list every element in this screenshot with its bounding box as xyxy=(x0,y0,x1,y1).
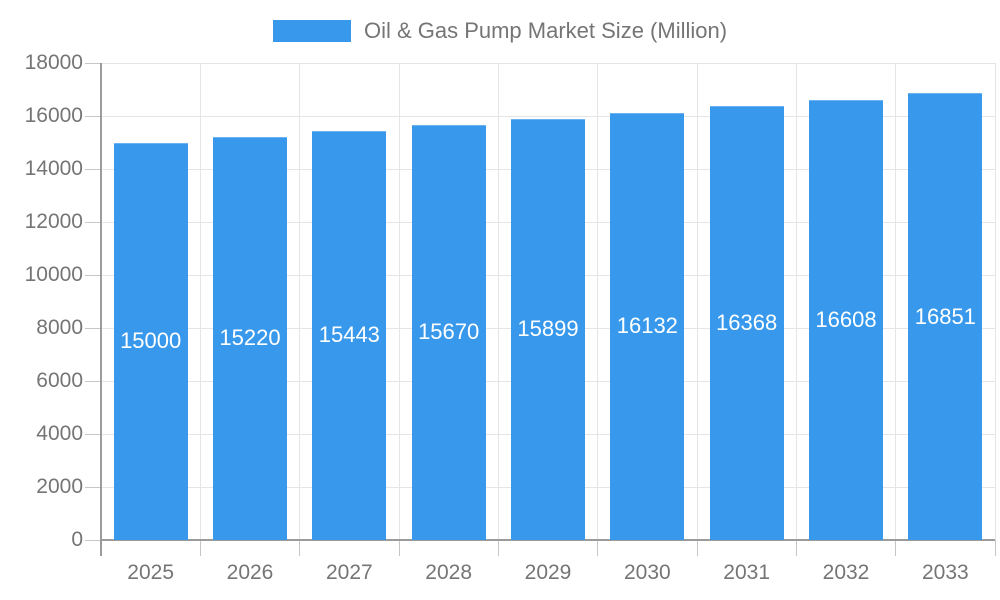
v-gridline xyxy=(994,63,996,540)
y-axis-tick xyxy=(85,539,101,541)
y-axis-tick xyxy=(85,62,101,64)
x-axis-tick-label: 2031 xyxy=(723,561,771,584)
y-axis-tick-label: 2000 xyxy=(36,475,83,498)
x-axis-line xyxy=(101,539,995,541)
y-axis-line xyxy=(100,63,102,556)
y-axis-tick-label: 14000 xyxy=(24,157,83,180)
x-axis-tick-label: 2030 xyxy=(623,561,671,584)
y-axis-tick xyxy=(85,433,101,435)
v-gridline xyxy=(895,63,897,540)
y-axis-tick-label: 12000 xyxy=(24,210,83,233)
y-axis-tick-label: 6000 xyxy=(36,369,83,392)
bar-2028[interactable] xyxy=(411,124,486,540)
y-axis-tick xyxy=(85,327,101,329)
bar-value-label: 16132 xyxy=(616,313,678,339)
y-axis-tick-label: 18000 xyxy=(24,51,83,74)
y-axis-tick-label: 4000 xyxy=(36,422,83,445)
x-axis-tick-label: 2033 xyxy=(921,561,969,584)
bar-value-label: 15220 xyxy=(219,325,281,351)
bar-value-label: 15670 xyxy=(418,319,480,345)
bar-2032[interactable] xyxy=(809,99,883,540)
x-axis-tick-label: 2026 xyxy=(226,561,274,584)
v-gridline xyxy=(696,63,698,540)
v-gridline xyxy=(497,63,499,540)
y-axis-tick xyxy=(85,221,101,223)
x-axis-tick xyxy=(597,540,599,556)
bar-2026[interactable] xyxy=(213,136,287,540)
x-axis-tick xyxy=(299,540,301,556)
bar-value-label: 16368 xyxy=(716,310,778,336)
legend-label: Oil & Gas Pump Market Size (Million) xyxy=(363,18,728,43)
bar-value-label: 16608 xyxy=(815,306,877,332)
y-axis-tick-label: 16000 xyxy=(24,104,83,127)
bar-value-label: 15899 xyxy=(517,316,579,342)
legend-item[interactable]: Oil & Gas Pump Market Size (Million) xyxy=(0,18,1000,44)
y-axis-tick-label: 10000 xyxy=(24,263,83,286)
v-gridline xyxy=(597,63,599,540)
bar-2029[interactable] xyxy=(511,118,585,540)
h-gridline xyxy=(101,115,995,117)
x-axis-tick-label: 2027 xyxy=(325,561,373,584)
bar-2025[interactable] xyxy=(113,142,188,540)
v-gridline xyxy=(199,63,201,540)
y-axis-tick xyxy=(85,168,101,170)
v-gridline xyxy=(398,63,400,540)
x-axis-tick-label: 2029 xyxy=(524,561,572,584)
y-axis-tick xyxy=(85,486,101,488)
x-axis-tick xyxy=(795,540,797,556)
x-axis-tick xyxy=(696,540,698,556)
legend-swatch xyxy=(272,20,351,42)
x-axis-tick-label: 2032 xyxy=(822,561,870,584)
x-axis-tick xyxy=(398,540,400,556)
x-axis-tick xyxy=(994,540,996,556)
x-axis-tick xyxy=(199,540,201,556)
bar-value-label: 15443 xyxy=(318,322,380,348)
bar-2030[interactable] xyxy=(610,112,685,540)
h-gridline xyxy=(101,62,995,64)
bar-2031[interactable] xyxy=(709,106,784,540)
bar-value-label: 16851 xyxy=(914,303,976,329)
y-axis-tick xyxy=(85,274,101,276)
y-axis-tick-label: 8000 xyxy=(36,316,83,339)
v-gridline xyxy=(299,63,301,540)
y-axis-tick xyxy=(85,380,101,382)
x-axis-tick-label: 2028 xyxy=(425,561,473,584)
x-axis-tick xyxy=(895,540,897,556)
bar-2027[interactable] xyxy=(312,130,387,540)
x-axis-tick xyxy=(497,540,499,556)
y-axis-tick-label: 0 xyxy=(71,528,83,551)
bar-value-label: 15000 xyxy=(120,328,182,354)
x-axis-tick-label: 2025 xyxy=(127,561,175,584)
v-gridline xyxy=(795,63,797,540)
y-axis-tick xyxy=(85,115,101,117)
bar-2033[interactable] xyxy=(908,93,983,540)
